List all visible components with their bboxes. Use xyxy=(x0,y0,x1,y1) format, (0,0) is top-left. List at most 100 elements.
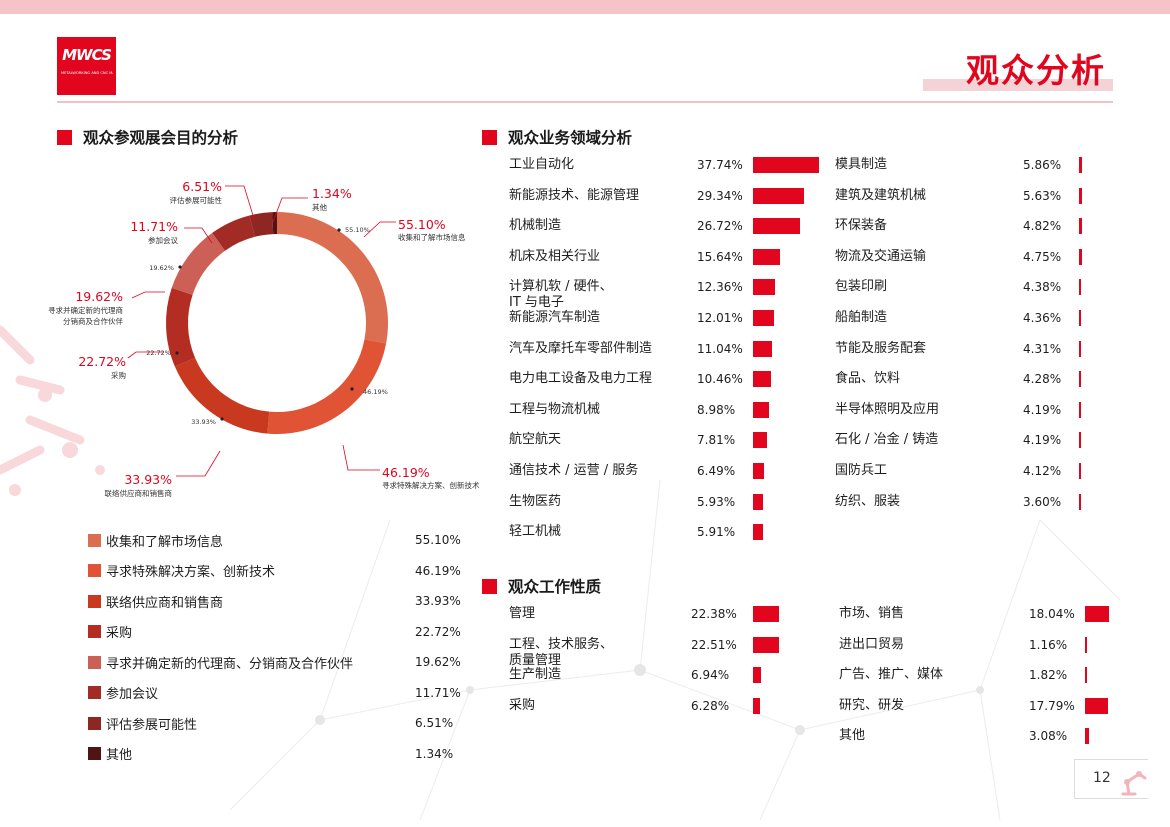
leader-dot xyxy=(175,351,179,355)
business-row: 纺织、服装 3.60% xyxy=(835,493,1095,526)
callout-leader-line xyxy=(184,227,213,244)
bar xyxy=(753,667,761,684)
legend-value: 19.62% xyxy=(415,655,461,669)
bar-label: 计算机软 / 硬件、 IT 与电子 xyxy=(509,279,613,311)
bar-value: 5.93% xyxy=(697,494,736,509)
bar-value: 37.74% xyxy=(697,158,743,172)
bar-value: 7.81% xyxy=(697,433,736,448)
bar xyxy=(1079,310,1082,326)
bar xyxy=(1079,432,1082,449)
legend-value: 6.51% xyxy=(415,716,454,730)
work-row: 管理 22.38% xyxy=(509,606,839,638)
legend-swatch xyxy=(88,594,101,608)
business-row: 石化 / 冶金 / 铸造 4.19% xyxy=(835,432,1095,464)
bar-label: 机械制造 xyxy=(509,218,562,234)
bar-label: 纺织、服装 xyxy=(835,493,901,509)
bar-label: 建筑及建筑机械 xyxy=(835,187,927,203)
legend-swatch xyxy=(88,686,101,699)
leader-dot xyxy=(178,265,182,269)
bar xyxy=(753,606,779,622)
business-row: 机械制造 26.72% xyxy=(509,218,839,250)
callout-percent: 55.10% xyxy=(398,217,446,232)
section-heading-text: 观众业务领域分析 xyxy=(508,129,633,147)
bar-value: 4.36% xyxy=(1023,311,1062,325)
legend-swatch xyxy=(88,747,101,760)
legend-item: 联络供应商和销售商 33.93% xyxy=(88,591,468,611)
bar-label: 环保装备 xyxy=(835,218,888,234)
legend-label: 寻求并确定新的代理商、分销商及合作伙伴 xyxy=(106,656,354,672)
section-marker xyxy=(482,578,497,594)
page-number-box: 12 xyxy=(1074,759,1148,799)
bar-value: 6.94% xyxy=(691,668,730,683)
donut-inner-label: 46.19% xyxy=(363,388,388,396)
bar xyxy=(753,463,765,479)
bar-label: 食品、饮料 xyxy=(835,371,901,387)
bar xyxy=(753,248,781,265)
callout-label: 联络供应商和销售商 xyxy=(105,488,173,498)
work-row: 生产制造 6.94% xyxy=(509,667,839,699)
bar xyxy=(753,340,773,357)
legend-value: 22.72% xyxy=(415,624,461,639)
donut-slice xyxy=(174,357,270,434)
legend-label: 评估参展可能性 xyxy=(106,717,198,733)
title-underline-band xyxy=(923,79,1113,91)
bar-label: 采购 xyxy=(509,697,536,713)
bar-value: 5.86% xyxy=(1023,158,1062,172)
callout-percent: 33.93% xyxy=(124,472,172,487)
donut-inner-label: 33.93% xyxy=(191,418,216,426)
bar-value: 6.28% xyxy=(691,698,730,713)
bar-value: 29.34% xyxy=(697,188,743,203)
callout-leader-line xyxy=(225,185,256,223)
bar-value: 1.82% xyxy=(1029,668,1068,683)
callout-label: 寻求并确定新的代理商 xyxy=(48,305,123,315)
callout-leader-line xyxy=(176,450,221,477)
legend-item: 寻求特殊解决方案、创新技术 46.19% xyxy=(88,561,468,581)
bar-value: 18.04% xyxy=(1029,607,1075,621)
business-row: 物流及交通运输 4.75% xyxy=(835,248,1095,281)
business-row: 电力电工设备及电力工程 10.46% xyxy=(509,371,839,403)
bar xyxy=(753,432,767,449)
legend-swatch xyxy=(88,625,101,638)
legend-item: 寻求并确定新的代理商、分销商及合作伙伴 19.62% xyxy=(88,652,468,672)
section-heading-text: 观众参观展会目的分析 xyxy=(83,129,239,147)
callout-label: 其他 xyxy=(312,202,327,212)
bar-label: 轻工机械 xyxy=(509,524,562,540)
bar xyxy=(1085,728,1089,745)
business-row: 计算机软 / 硬件、 IT 与电子 12.36% xyxy=(509,279,839,311)
section-marker xyxy=(482,129,497,145)
bar-label: 通信技术 / 运营 / 服务 xyxy=(509,463,639,478)
business-row: 航空航天 7.81% xyxy=(509,432,839,464)
donut-slice xyxy=(171,232,226,296)
callout-percent: 22.72% xyxy=(78,354,126,369)
business-row: 包装印刷 4.38% xyxy=(835,279,1095,311)
business-row: 生物医药 5.93% xyxy=(509,493,839,526)
top-accent-bar xyxy=(0,0,1170,14)
bar-label: 管理 xyxy=(509,606,536,621)
business-row: 环保装备 4.82% xyxy=(835,218,1095,250)
bar-label: 工程与物流机械 xyxy=(509,401,601,417)
bar-label: 市场、销售 xyxy=(839,606,905,621)
bar xyxy=(1079,463,1082,479)
bar-label: 机床及相关行业 xyxy=(509,248,601,264)
bar-value: 6.49% xyxy=(697,464,736,478)
bar xyxy=(753,187,805,204)
donut-slice xyxy=(249,212,274,237)
callout-label: 评估参展可能性 xyxy=(170,195,223,205)
bar xyxy=(1079,157,1083,173)
legend-swatch xyxy=(88,655,101,669)
bar xyxy=(1079,248,1082,265)
bar-label: 生物医药 xyxy=(509,493,562,509)
callout-label: 收集和了解市场信息 xyxy=(398,232,466,242)
work-row: 市场、销售 18.04% xyxy=(839,606,1119,638)
donut-inner-label: 22.72% xyxy=(146,349,171,357)
bar xyxy=(1085,636,1087,653)
bar-value: 5.63% xyxy=(1023,188,1062,203)
business-row: 工业自动化 37.74% xyxy=(509,157,839,189)
bar-value: 10.46% xyxy=(697,372,743,387)
bar-label: 半导体照明及应用 xyxy=(835,401,940,417)
donut-slice xyxy=(212,215,256,251)
section-heading-business: 观众业务领域分析 xyxy=(482,126,632,148)
callout-percent: 6.51% xyxy=(182,179,222,194)
bar xyxy=(1085,667,1088,684)
bar-label: 节能及服务配套 xyxy=(835,340,927,356)
